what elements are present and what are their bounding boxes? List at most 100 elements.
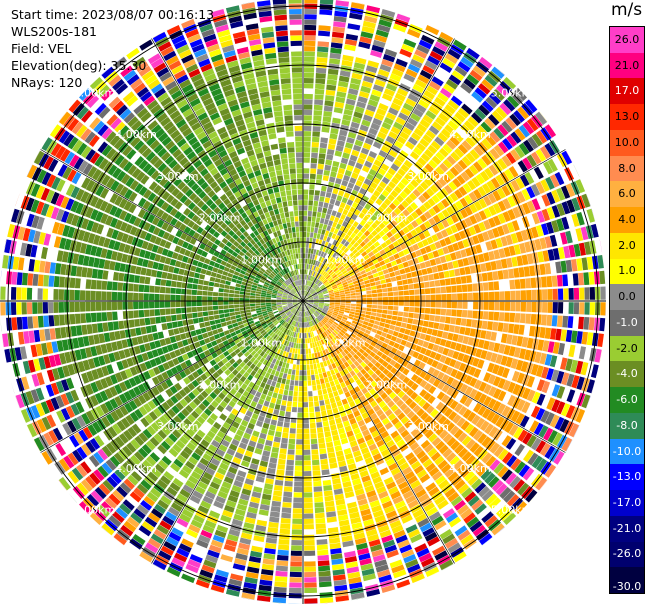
velocity-cell — [467, 337, 475, 346]
velocity-cell — [308, 396, 314, 402]
velocity-cell — [308, 296, 313, 299]
velocity-cell — [303, 120, 312, 126]
velocity-cell — [331, 31, 345, 39]
velocity-cell — [507, 394, 516, 407]
velocity-cell — [326, 261, 331, 267]
velocity-cell — [318, 315, 323, 320]
velocity-cell — [362, 215, 370, 223]
velocity-cell — [522, 202, 531, 215]
velocity-cell — [303, 200, 308, 206]
velocity-cell — [349, 246, 356, 252]
velocity-cell — [397, 285, 404, 291]
velocity-cell — [312, 271, 316, 277]
velocity-cell — [126, 546, 137, 555]
velocity-cell — [271, 380, 277, 387]
velocity-cell — [566, 199, 576, 213]
velocity-cell — [440, 364, 449, 373]
velocity-cell — [312, 293, 318, 297]
velocity-cell — [276, 554, 289, 561]
velocity-cell — [329, 326, 335, 331]
velocity-cell — [359, 124, 369, 132]
velocity-cell — [332, 407, 339, 414]
velocity-cell — [226, 320, 232, 326]
velocity-cell — [422, 402, 431, 411]
velocity-cell — [308, 264, 311, 270]
velocity-cell — [359, 284, 366, 289]
velocity-cell — [449, 358, 457, 368]
velocity-cell — [310, 270, 313, 276]
velocity-cell — [311, 282, 315, 288]
velocity-cell — [186, 301, 192, 307]
velocity-cell — [304, 24, 317, 31]
velocity-cell — [313, 295, 319, 298]
velocity-cell — [378, 230, 386, 237]
velocity-cell — [358, 316, 365, 321]
velocity-cell — [455, 250, 462, 259]
velocity-cell — [313, 475, 322, 482]
velocity-cell — [325, 213, 331, 220]
velocity-cell — [304, 598, 318, 604]
velocity-cell — [164, 301, 171, 308]
velocity-cell — [331, 558, 344, 565]
velocity-cell — [325, 436, 333, 443]
velocity-cell — [434, 96, 446, 107]
velocity-cell — [444, 340, 452, 348]
velocity-cell — [366, 211, 373, 218]
velocity-cell — [319, 234, 324, 240]
velocity-cell — [428, 274, 434, 281]
velocity-cell — [465, 152, 476, 164]
velocity-cell — [323, 426, 330, 432]
velocity-cell — [292, 348, 296, 354]
velocity-cell — [437, 371, 445, 380]
velocity-cell — [32, 302, 38, 314]
velocity-cell — [487, 398, 497, 409]
velocity-cell — [508, 268, 515, 279]
velocity-cell — [202, 332, 209, 339]
velocity-cell — [280, 367, 285, 373]
velocity-cell — [430, 294, 436, 301]
velocity-cell — [435, 308, 441, 315]
velocity-cell — [360, 361, 367, 368]
velocity-cell — [506, 334, 513, 345]
velocity-cell — [552, 302, 558, 314]
velocity-cell — [453, 428, 464, 439]
velocity-cell — [347, 236, 353, 243]
velocity-cell — [414, 289, 420, 295]
velocity-cell — [334, 291, 340, 295]
velocity-cell — [361, 345, 368, 351]
velocity-cell — [355, 336, 361, 342]
velocity-cell — [318, 275, 323, 281]
velocity-cell — [349, 177, 357, 185]
velocity-cell — [366, 173, 375, 181]
velocity-cell — [520, 302, 527, 312]
velocity-cell — [446, 155, 457, 166]
velocity-cell — [439, 316, 446, 323]
velocity-cell — [221, 322, 227, 327]
velocity-cell — [438, 271, 445, 279]
velocity-cell — [340, 294, 346, 297]
velocity-cell — [336, 255, 342, 262]
velocity-cell — [368, 150, 378, 159]
velocity-cell — [412, 188, 421, 198]
velocity-cell — [303, 157, 310, 163]
velocity-cell — [332, 188, 339, 195]
velocity-cell — [286, 459, 294, 466]
velocity-cell — [265, 537, 277, 544]
velocity-cell — [469, 442, 480, 453]
velocity-cell — [367, 369, 374, 376]
velocity-cell — [227, 324, 234, 330]
velocity-cell — [441, 198, 450, 208]
velocity-cell — [348, 159, 356, 167]
velocity-cell — [303, 168, 310, 174]
velocity-cell — [284, 384, 290, 391]
velocity-cell — [556, 315, 563, 328]
velocity-cell — [286, 401, 292, 407]
velocity-cell — [139, 318, 146, 326]
velocity-cell — [127, 301, 133, 310]
velocity-cell — [478, 292, 484, 301]
velocity-cell — [95, 291, 102, 301]
velocity-cell — [394, 224, 402, 232]
velocity-cell — [305, 280, 308, 286]
velocity-cell — [371, 372, 378, 380]
velocity-cell — [311, 147, 319, 153]
